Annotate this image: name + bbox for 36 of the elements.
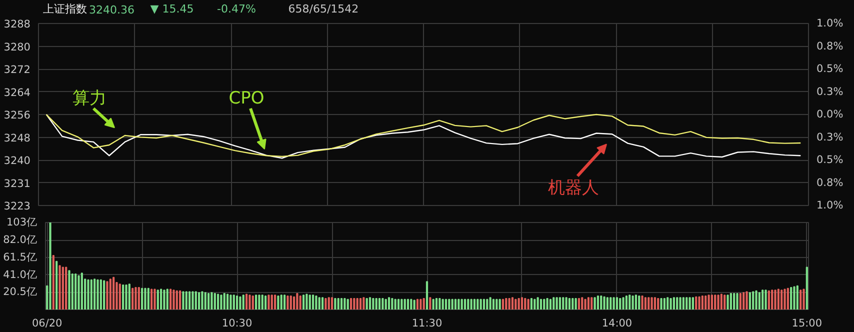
y2-tick-label: 1.0% — [816, 18, 844, 30]
x-tick-label: 11:30 — [412, 318, 442, 330]
y-tick-label: 103亿 — [6, 216, 38, 228]
text: 3240.36 — [88, 4, 134, 16]
y-tick-label: 41.0亿 — [3, 268, 38, 281]
text: -0.47% — [217, 2, 256, 16]
y-tick-label: 3272 — [4, 64, 31, 76]
x-tick-label: 15:00 — [792, 318, 822, 330]
y-tick-label: 20.5亿 — [3, 286, 38, 298]
y-tick-label: 3223 — [4, 200, 31, 212]
y-tick-label: 3288 — [4, 18, 31, 30]
annotation: 机器人 — [548, 178, 599, 198]
y-tick-label: 3248 — [4, 132, 31, 144]
y-tick-label: 3231 — [4, 178, 31, 190]
x-tick-label: 10:30 — [222, 318, 252, 330]
y2-tick-label: 0.8% — [816, 40, 844, 52]
annotation: 算力 — [72, 88, 106, 108]
y2-tick-label: 1.0% — [816, 200, 844, 212]
text: ▼ 15.45 — [150, 2, 194, 16]
y-tick-label: 82.0亿 — [3, 234, 38, 246]
y2-tick-label: 0.8% — [816, 176, 844, 189]
x-tick-label: 14:00 — [602, 318, 632, 330]
y-tick-label: 3280 — [4, 41, 31, 54]
annotation: CPO — [228, 88, 264, 108]
chart-title: 上证指数 — [43, 2, 88, 16]
y-tick-label: 3256 — [4, 110, 31, 122]
y2-tick-label: 0.5% — [816, 154, 844, 166]
text: 658/65/1542 — [288, 2, 359, 16]
y2-tick-label: 0.3% — [816, 86, 844, 98]
y-tick-label: 61.5亿 — [3, 252, 38, 264]
y-tick-label: 3264 — [4, 86, 31, 99]
x-tick-label: 06/20 — [32, 318, 62, 330]
y2-tick-label: 0.5% — [816, 63, 844, 75]
y-tick-label: 3240 — [4, 155, 31, 167]
y2-tick-label: 0.0% — [816, 108, 844, 120]
y2-tick-label: 0.3% — [816, 131, 844, 144]
